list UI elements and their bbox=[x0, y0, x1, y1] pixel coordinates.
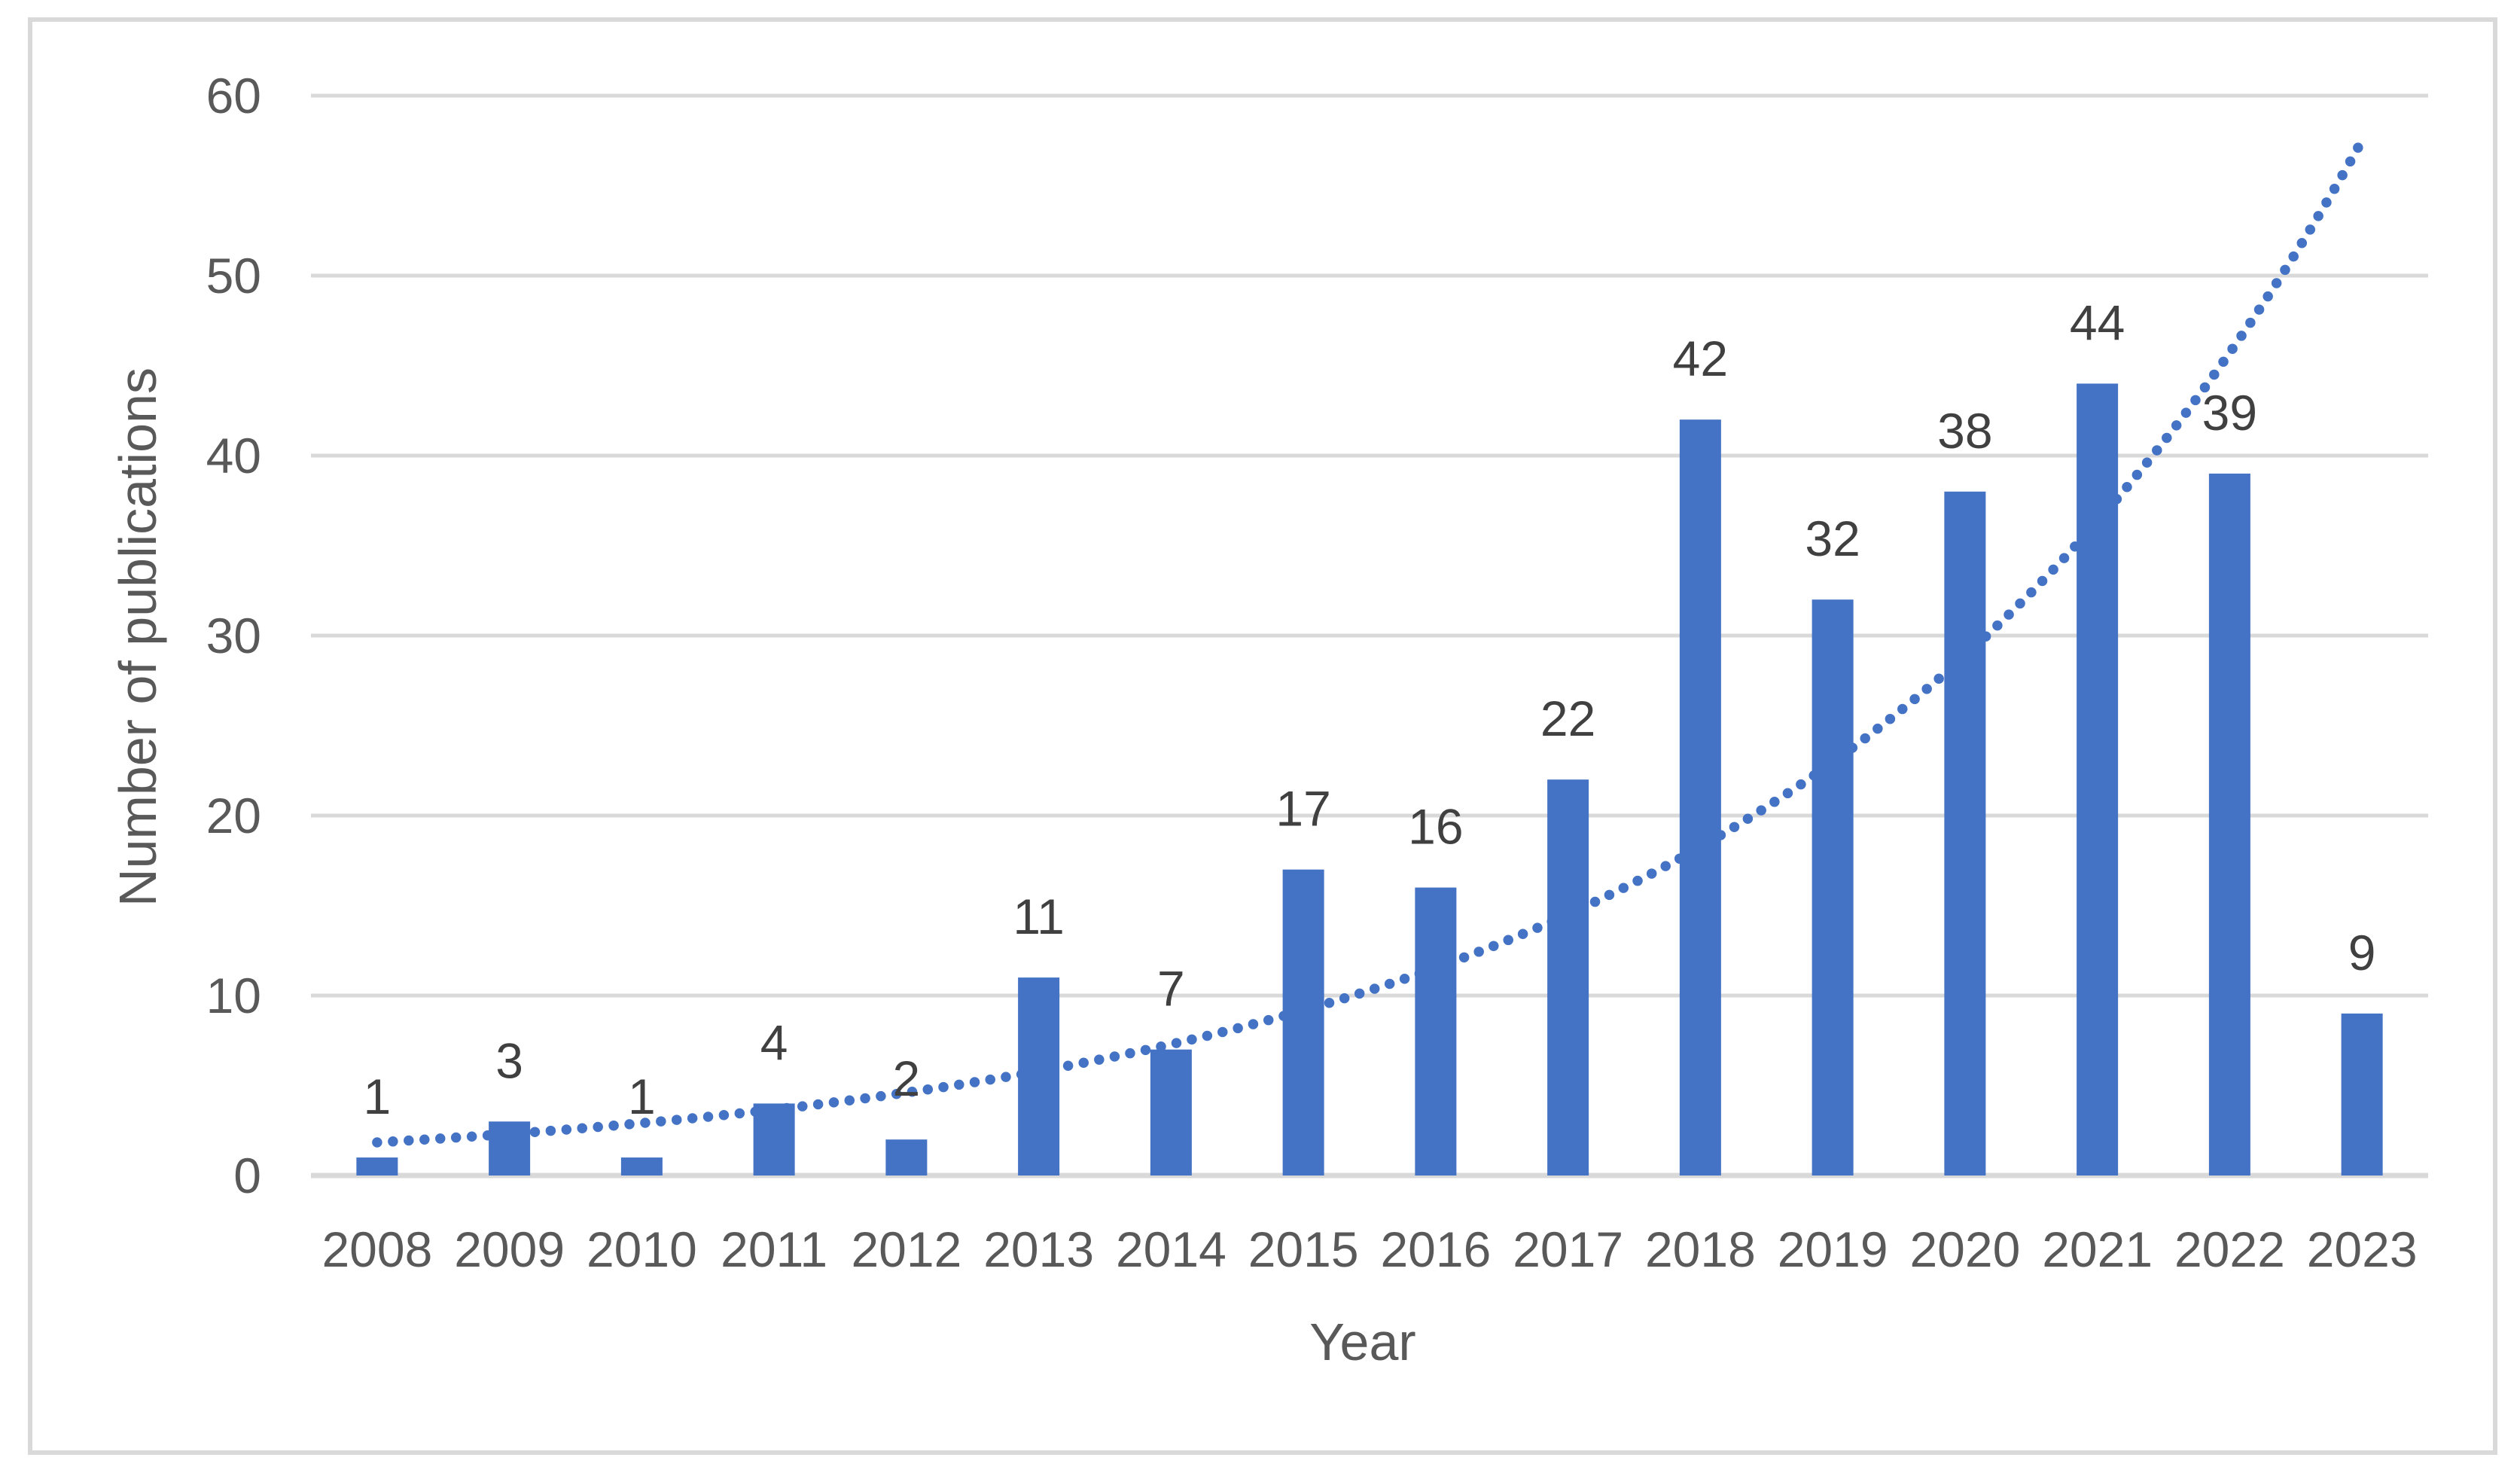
x-tick-label: 2022 bbox=[2174, 1221, 2285, 1277]
x-tick-label: 2009 bbox=[454, 1221, 565, 1277]
x-tick-label: 2023 bbox=[2307, 1221, 2418, 1277]
y-axis-tick-labels: 0 10 20 30 40 50 60 bbox=[206, 68, 261, 1203]
bar bbox=[489, 1121, 531, 1176]
y-tick-label: 10 bbox=[206, 968, 261, 1023]
bar-value-label: 9 bbox=[2348, 925, 2376, 980]
x-tick-label: 2021 bbox=[2042, 1221, 2153, 1277]
trendline-dotted bbox=[372, 135, 2367, 1148]
x-tick-label: 2017 bbox=[1513, 1221, 1623, 1277]
y-tick-label: 50 bbox=[206, 248, 261, 303]
y-axis-title: Number of publications bbox=[108, 367, 167, 907]
bar-value-label: 42 bbox=[1673, 331, 1728, 386]
bar bbox=[1282, 869, 1324, 1176]
bar-value-label: 3 bbox=[495, 1032, 523, 1088]
trendline-path bbox=[372, 135, 2367, 1148]
bar-value-label: 11 bbox=[1013, 889, 1065, 944]
y-tick-label: 30 bbox=[206, 608, 261, 663]
bar bbox=[2208, 473, 2250, 1176]
y-tick-label: 60 bbox=[206, 68, 261, 124]
bar-value-label: 2 bbox=[893, 1051, 921, 1106]
y-tick-label: 0 bbox=[233, 1148, 261, 1203]
x-tick-label: 2010 bbox=[587, 1221, 697, 1277]
bar-value-label: 38 bbox=[1937, 403, 1992, 459]
bar-value-label: 7 bbox=[1157, 961, 1185, 1017]
bar bbox=[1415, 887, 1457, 1176]
bar-series bbox=[356, 383, 2383, 1176]
bar bbox=[1679, 419, 1721, 1176]
bar-value-label: 22 bbox=[1540, 691, 1595, 746]
bar-value-label: 1 bbox=[364, 1069, 392, 1124]
bar bbox=[356, 1157, 398, 1176]
bar bbox=[1547, 779, 1589, 1176]
chart-border bbox=[28, 17, 2497, 1455]
bar bbox=[2341, 1013, 2383, 1176]
bar bbox=[885, 1139, 928, 1176]
bar-value-label: 44 bbox=[2070, 294, 2125, 350]
x-axis-tick-labels: 2008 2009 2010 2011 2012 2013 2014 2015 2016 2017… bbox=[321, 1221, 2417, 1277]
bar-value-label: 39 bbox=[2202, 385, 2257, 441]
x-tick-label: 2020 bbox=[1909, 1221, 2020, 1277]
bar-value-label: 17 bbox=[1275, 781, 1330, 837]
y-tick-label: 40 bbox=[206, 428, 261, 483]
bar bbox=[1150, 1049, 1192, 1176]
x-tick-label: 2016 bbox=[1380, 1221, 1491, 1277]
bar bbox=[753, 1103, 795, 1176]
bar bbox=[1944, 491, 1986, 1176]
x-axis-title: Year bbox=[1309, 1313, 1415, 1371]
bar-value-label: 1 bbox=[628, 1069, 656, 1124]
x-tick-label: 2015 bbox=[1248, 1221, 1359, 1277]
gridlines bbox=[311, 93, 2428, 1179]
bar-value-label: 16 bbox=[1408, 799, 1463, 855]
y-tick-label: 20 bbox=[206, 788, 261, 843]
bar-value-label: 32 bbox=[1805, 511, 1860, 566]
bar bbox=[620, 1157, 663, 1176]
x-tick-label: 2014 bbox=[1116, 1221, 1226, 1277]
x-tick-label: 2018 bbox=[1645, 1221, 1756, 1277]
x-tick-label: 2019 bbox=[1778, 1221, 1888, 1277]
x-tick-label: 2012 bbox=[851, 1221, 961, 1277]
bar bbox=[2077, 383, 2119, 1176]
x-tick-label: 2013 bbox=[983, 1221, 1094, 1277]
x-tick-label: 2008 bbox=[321, 1221, 432, 1277]
bar-value-label: 4 bbox=[760, 1014, 788, 1070]
x-tick-label: 2011 bbox=[721, 1221, 827, 1277]
bar bbox=[1812, 599, 1854, 1176]
